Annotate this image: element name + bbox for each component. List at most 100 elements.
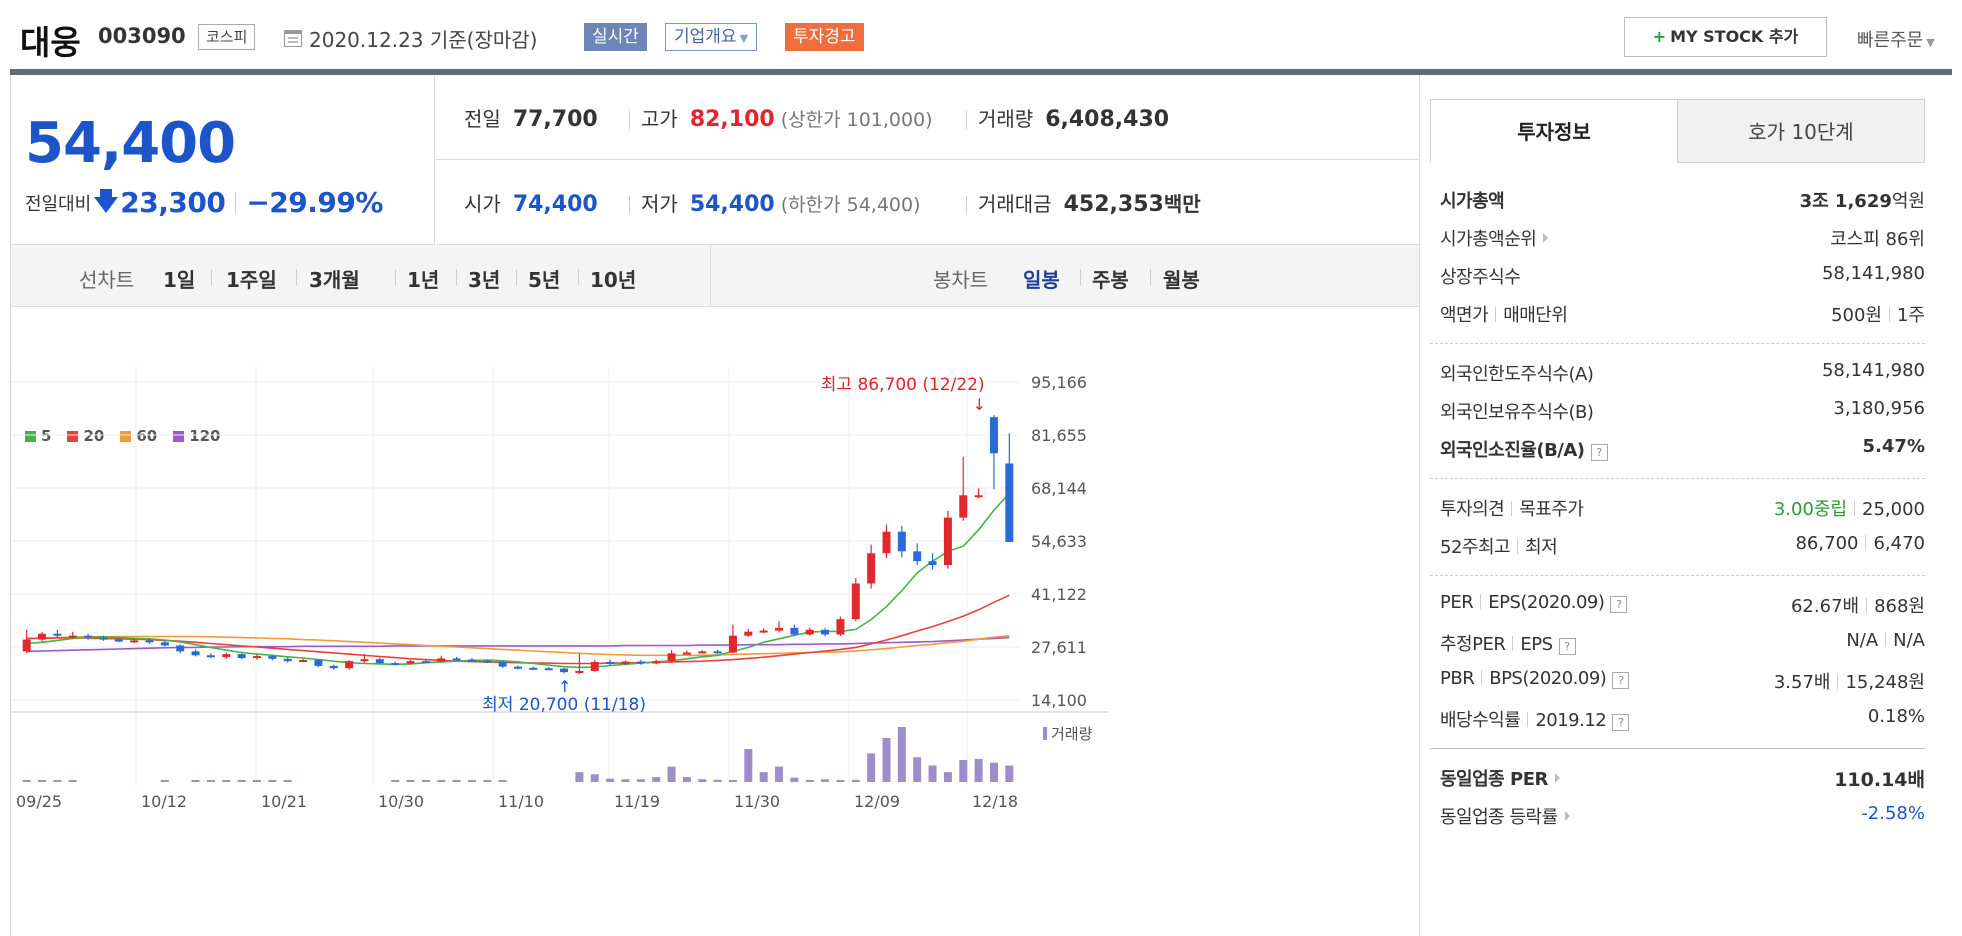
candle-body [176, 645, 185, 652]
help-icon[interactable]: ? [1612, 672, 1630, 689]
tab-invest-info[interactable]: 투자정보 [1430, 99, 1678, 163]
peer-per-link[interactable]: 동일업종 PER [1440, 765, 1560, 791]
realtime-button[interactable]: 실시간 [584, 23, 647, 51]
market-cap-number: 3조 1,629 [1799, 191, 1892, 212]
price-change: 전일대비 23,300 −29.99% [25, 186, 383, 219]
help-icon[interactable]: ? [1558, 638, 1576, 655]
info-row-opinion: 투자의견 목표주가 3.00중립 25,000 [1430, 489, 1925, 527]
company-name: 대웅 [20, 23, 81, 62]
face-unit-labels: 액면가 매매단위 [1440, 301, 1568, 327]
line-chart-periods: 선차트 1일 1주일 3개월 1년 3년 5년 10년 [11, 245, 711, 307]
candle-body [84, 635, 93, 638]
volume-bar [621, 779, 630, 782]
volume-bar [974, 758, 983, 782]
candle-body [805, 629, 814, 635]
candle-monthly[interactable]: 월봉 [1163, 268, 1200, 292]
volume-bar [1005, 765, 1014, 782]
period-1y[interactable]: 1년 [407, 268, 440, 292]
section-divider [1430, 478, 1925, 479]
date-tick-label: 10/21 [261, 792, 307, 811]
legend-ma5: 5 [25, 427, 51, 445]
quick-order-dropdown[interactable]: 빠른주문 ▼ [1857, 26, 1935, 52]
tab-order-book[interactable]: 호가 10단계 [1677, 99, 1925, 163]
market-badge: 코스피 [198, 24, 256, 50]
low-value: 54,400 [689, 192, 775, 217]
est-eps-label: EPS [1520, 634, 1553, 655]
period-3m[interactable]: 3개월 [309, 268, 360, 292]
volume-bar [821, 779, 830, 782]
volume-bar [928, 765, 937, 782]
trade-amount-unit: 백만 [1163, 192, 1201, 216]
period-3y[interactable]: 3년 [468, 268, 501, 292]
help-icon[interactable]: ? [1590, 444, 1608, 461]
volume-bar [775, 766, 784, 782]
candle-body [268, 656, 277, 659]
volume-bar [943, 772, 952, 782]
price-tick-label: 27,611 [1031, 638, 1087, 657]
unit-label: 매매단위 [1503, 305, 1568, 326]
foreign-ratio-value: 5.47% [1862, 436, 1925, 457]
chart-period-bar: 선차트 1일 1주일 3개월 1년 3년 5년 10년 봉차트 일봉 주봉 월봉 [11, 245, 1419, 307]
info-row-pbr: PBR BPS(2020.09)? 3.57배 15,248원 [1430, 662, 1925, 700]
stock-chart[interactable]: 5 20 60 120 95,166 81,655 68,144 54,633 41,1… [11, 307, 1419, 936]
market-cap-value: 3조 1,629억원 [1800, 187, 1925, 213]
info-row-peer-rate: 동일업종 등락률 -2.58% [1430, 797, 1925, 835]
divider [395, 269, 396, 285]
period-5y[interactable]: 5년 [528, 268, 561, 292]
per-value: 62.67배 [1790, 596, 1860, 617]
current-price: 54,400 [25, 111, 236, 176]
info-row-foreign-ratio: 외국인소진율(B/A)? 5.47% [1430, 430, 1925, 468]
volume-bar [206, 780, 215, 782]
opinion-values: 3.00중립 25,000 [1774, 495, 1925, 521]
period-10y[interactable]: 10년 [590, 268, 637, 292]
company-overview-dropdown[interactable]: 기업개요 ▼ [665, 23, 758, 51]
price-tick-label: 54,633 [1031, 532, 1087, 551]
volume-bar [959, 760, 968, 782]
candle-body [882, 531, 891, 554]
candle-body [959, 495, 968, 518]
candle-body [314, 659, 323, 666]
base-date: 2020.12.23 기준(장마감) [309, 28, 538, 52]
candlestick-chart-svg[interactable]: 95,166 81,655 68,144 54,633 41,122 27,611 14,1… [11, 307, 1419, 936]
volume-bar [728, 780, 737, 782]
info-row-est-per: 추정PER EPS? N/A N/A [1430, 624, 1925, 662]
open-value: 74,400 [512, 192, 598, 217]
candle-weekly[interactable]: 주봉 [1092, 268, 1129, 292]
line-chart-title: 선차트 [79, 268, 135, 292]
est-per-label: 추정PER [1440, 634, 1506, 655]
help-icon[interactable]: ? [1612, 714, 1630, 731]
volume-bar [421, 780, 430, 782]
legend-swatch [25, 430, 36, 442]
legend-ma20-label: 20 [83, 427, 105, 445]
ma-legend: 5 20 60 120 [25, 427, 221, 445]
divider [1480, 594, 1482, 609]
quote-row: 전일 77,700 고가 82,100 (상한가 101,000) 거래량 6,408,… [436, 75, 1419, 160]
help-icon[interactable]: ? [1610, 596, 1628, 613]
cap-rank-value: 코스피 86위 [1830, 229, 1925, 250]
volume-bar [744, 749, 753, 782]
peer-rate-link[interactable]: 동일업종 등락률 [1440, 803, 1570, 829]
candle-body [913, 551, 922, 562]
eps-label: EPS(2020.09) [1488, 592, 1605, 613]
volume-bar [882, 738, 891, 782]
peer-rate-label: 동일업종 등락률 [1440, 807, 1558, 828]
candle-body [452, 658, 461, 661]
date-tick-label: 12/09 [854, 792, 900, 811]
candle-body [836, 619, 845, 635]
divider [1511, 501, 1513, 516]
volume-bar [252, 780, 261, 782]
bps-value: 15,248원 [1845, 672, 1925, 693]
candle-body [821, 629, 830, 635]
candle-body [375, 659, 384, 664]
candle-body [206, 655, 215, 658]
add-my-stock-button[interactable]: + MY STOCK 추가 [1624, 17, 1827, 57]
period-1d[interactable]: 1일 [163, 268, 196, 292]
open-price: 시가 74,400 [464, 188, 598, 217]
period-1w[interactable]: 1주일 [226, 268, 277, 292]
cap-rank-link[interactable]: 시가총액순위 [1440, 225, 1549, 251]
investment-warning-badge[interactable]: 투자경고 [785, 23, 864, 51]
candle-daily[interactable]: 일봉 [1023, 268, 1060, 292]
volume-bar [989, 762, 998, 782]
change-rate: −29.99% [246, 186, 383, 219]
volume-bar [590, 774, 599, 782]
